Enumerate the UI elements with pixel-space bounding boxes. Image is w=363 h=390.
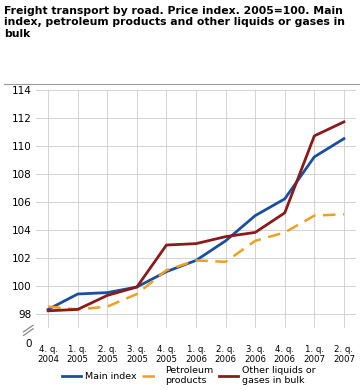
Legend: Main index, Petroleum
products, Other liquids or
gases in bulk: Main index, Petroleum products, Other li… (62, 366, 315, 385)
Text: Freight transport by road. Price index. 2005=100. Main
index, petroleum products: Freight transport by road. Price index. … (4, 6, 344, 39)
